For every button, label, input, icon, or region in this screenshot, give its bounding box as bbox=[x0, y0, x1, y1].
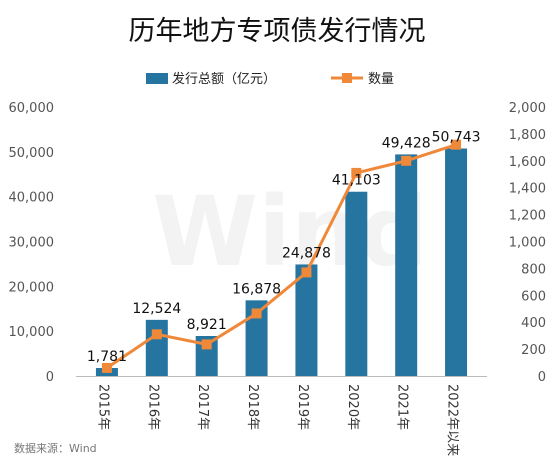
bar bbox=[445, 148, 468, 376]
y-right-tick-label: 0 bbox=[538, 370, 546, 385]
y-left-tick-label: 0 bbox=[46, 370, 54, 385]
y-left-tick-label: 30,000 bbox=[9, 236, 55, 251]
y-right-tick-label: 1,800 bbox=[509, 128, 546, 143]
y-right-tick-label: 1,000 bbox=[509, 236, 546, 251]
x-tick-label: 2020年 bbox=[345, 384, 360, 430]
x-tick-label: 2017年 bbox=[195, 384, 210, 430]
bar bbox=[395, 154, 418, 376]
bar-data-label: 49,428 bbox=[382, 135, 431, 151]
bar bbox=[145, 319, 168, 376]
y-axis-right: 0 200 400 600 800 1,000 1,200 1,400 1,600 1,800 2,… bbox=[509, 101, 546, 385]
x-tick-label: 2018年 bbox=[245, 384, 260, 430]
x-tick-label: 2016年 bbox=[145, 384, 160, 430]
line-point bbox=[301, 267, 312, 278]
legend-bar-label: 发行总额（亿元） bbox=[172, 71, 276, 87]
bar-data-label: 12,524 bbox=[132, 301, 181, 317]
legend-line-marker bbox=[342, 73, 352, 83]
line-point bbox=[101, 362, 112, 373]
y-right-tick-label: 2,000 bbox=[509, 101, 546, 116]
y-right-tick-label: 1,400 bbox=[509, 182, 546, 197]
x-tick-label: 2019年 bbox=[295, 384, 310, 430]
line-point bbox=[401, 155, 412, 166]
y-left-tick-label: 20,000 bbox=[9, 280, 55, 295]
x-tick-label: 2022年以来 bbox=[445, 384, 460, 456]
line-point bbox=[451, 139, 462, 150]
y-right-tick-label: 1,200 bbox=[509, 209, 546, 224]
chart-title: 历年地方专项债发行情况 bbox=[129, 16, 426, 47]
legend-line-label: 数量 bbox=[368, 72, 394, 87]
y-right-tick-label: 400 bbox=[521, 316, 546, 331]
y-left-tick-label: 40,000 bbox=[9, 191, 55, 206]
y-right-tick-label: 800 bbox=[521, 262, 546, 277]
bar-data-label: 16,878 bbox=[232, 281, 281, 297]
line-point bbox=[201, 339, 212, 350]
bar-data-label: 41,103 bbox=[332, 173, 381, 189]
y-axis-left: 0 10,000 20,000 30,000 40,000 50,000 60,000 bbox=[9, 101, 55, 385]
bar bbox=[195, 336, 218, 376]
x-tick-label: 2015年 bbox=[95, 384, 110, 430]
legend-bar-swatch bbox=[146, 73, 168, 84]
bar bbox=[345, 191, 368, 376]
source-note: 数据来源：Wind bbox=[14, 441, 97, 455]
legend: 发行总额（亿元） 数量 bbox=[146, 71, 394, 87]
bar bbox=[295, 264, 318, 376]
line-point bbox=[251, 308, 262, 319]
bar-data-label: 24,878 bbox=[282, 245, 331, 261]
x-tick-label: 2021年 bbox=[395, 384, 410, 430]
y-left-tick-label: 60,000 bbox=[9, 101, 55, 116]
line-point bbox=[351, 167, 362, 178]
line-point bbox=[151, 329, 162, 340]
bar bbox=[245, 300, 268, 376]
data-labels: 1,781 12,524 8,921 16,878 24,878 41,103 49,428… bbox=[87, 130, 481, 366]
y-right-tick-label: 1,600 bbox=[509, 155, 546, 170]
y-left-tick-label: 50,000 bbox=[9, 146, 55, 161]
bar-data-label: 8,921 bbox=[187, 317, 227, 333]
x-axis: 2015年 2016年 2017年 2018年 2019年 2020年 2021年 2022年… bbox=[95, 384, 459, 456]
line-series bbox=[101, 139, 462, 373]
y-left-tick-label: 10,000 bbox=[9, 325, 55, 340]
y-right-tick-label: 200 bbox=[521, 343, 546, 358]
watermark: Wind bbox=[152, 176, 428, 288]
series-line bbox=[106, 143, 457, 370]
y-right-tick-label: 600 bbox=[521, 289, 546, 304]
bar-data-label: 50,743 bbox=[432, 130, 481, 146]
bar-data-label: 1,781 bbox=[87, 349, 127, 365]
bar-series bbox=[95, 148, 468, 376]
